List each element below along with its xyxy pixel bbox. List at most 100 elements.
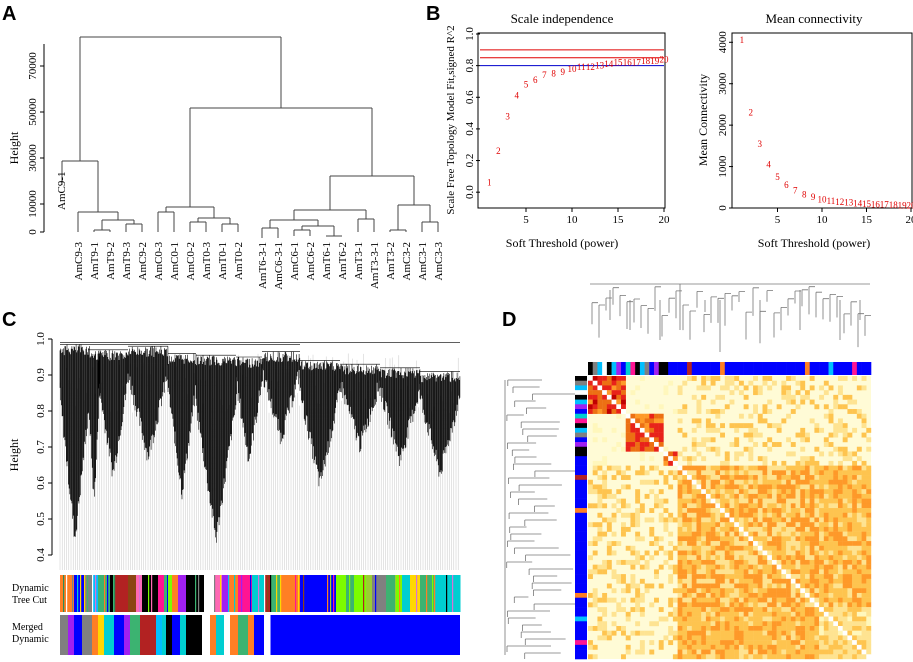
tom-cell [691, 592, 697, 598]
tom-cell [786, 479, 792, 485]
tom-cell [715, 649, 721, 655]
module-color-left [575, 390, 587, 396]
tom-cell [611, 621, 617, 627]
tom-cell [625, 427, 631, 433]
tom-cell [753, 602, 758, 608]
tom-cell [823, 512, 829, 518]
tom-cell [654, 418, 659, 424]
tom-cell [819, 427, 825, 433]
module-color-top [625, 362, 631, 375]
tom-cell [790, 451, 796, 457]
tom-cell [687, 607, 692, 613]
tom-cell [734, 625, 740, 631]
tom-cell [861, 498, 867, 504]
tom-cell [842, 512, 848, 518]
tom-cell [856, 522, 862, 528]
tom-cell [635, 531, 641, 537]
tom-cell [861, 578, 867, 584]
merged-dynamic-segment [74, 615, 83, 655]
tom-cell [753, 649, 758, 655]
tom-cell [743, 644, 749, 650]
tom-cell [842, 578, 848, 584]
y-tick-label: 3000 [717, 72, 729, 95]
power-point: 11 [827, 196, 836, 206]
tom-cell [800, 394, 806, 400]
tom-cell [804, 597, 810, 603]
tom-cell [743, 423, 749, 429]
tom-cell [842, 489, 848, 495]
tom-cell [682, 404, 688, 410]
tom-cell [786, 621, 792, 627]
a-leaf-label: AmC6-2 [305, 242, 317, 281]
tom-cell [837, 493, 843, 499]
tom-cell [767, 597, 773, 603]
tom-cell [649, 640, 655, 646]
tom-cell [861, 385, 867, 391]
tom-cell [720, 550, 725, 556]
tom-cell [757, 640, 763, 646]
merged-dynamic-segment [60, 615, 69, 655]
tom-cell [687, 465, 692, 471]
tom-cell [602, 484, 608, 490]
tom-cell [823, 479, 829, 485]
tom-cell [757, 456, 763, 462]
tom-cell [823, 545, 829, 551]
tom-cell [724, 559, 730, 565]
tom-cell [762, 460, 768, 466]
tom-cell [616, 376, 622, 381]
tom-cell [861, 607, 867, 613]
dynamic-tree-cut-stripe [250, 575, 252, 612]
tom-cell [729, 493, 735, 499]
tom-cell [672, 588, 678, 594]
tom-cell [748, 630, 754, 636]
tom-cell [771, 597, 777, 603]
tom-cell [767, 602, 773, 608]
dynamic-tree-cut-segment [128, 575, 137, 612]
tom-cell [828, 503, 834, 509]
tom-cell [677, 545, 683, 551]
tom-cell [724, 621, 730, 627]
tom-cell [762, 597, 768, 603]
power-point: 3 [505, 111, 510, 121]
tom-cell [847, 654, 853, 660]
tom-cell [819, 559, 825, 565]
tom-cell [795, 602, 801, 608]
tom-cell [682, 555, 688, 561]
tom-cell [701, 376, 707, 381]
tom-cell [597, 380, 603, 386]
tom-cell [639, 555, 645, 561]
tom-cell [715, 545, 721, 551]
tom-cell [677, 644, 683, 650]
tom-cell [738, 413, 744, 419]
merged-dynamic-segment [166, 615, 173, 655]
tom-cell [842, 517, 848, 523]
tom-cell [720, 545, 725, 551]
tom-cell [790, 611, 796, 617]
tom-cell [767, 611, 773, 617]
tom-cell [616, 470, 622, 476]
tom-cell [823, 555, 829, 561]
tom-cell [639, 607, 645, 613]
tom-cell [663, 635, 669, 641]
tom-cell [720, 578, 725, 584]
tom-cell [837, 460, 843, 466]
merged-dynamic-segment [98, 615, 105, 655]
tom-cell [705, 484, 711, 490]
tom-cell [724, 583, 730, 589]
tom-cell [682, 498, 688, 504]
tom-cell [800, 649, 806, 655]
tom-cell [621, 512, 626, 518]
tom-cell [762, 630, 768, 636]
tom-cell [814, 621, 820, 627]
power-point: 1 [740, 35, 745, 45]
tom-cell [748, 654, 754, 660]
a-leaf-label: AmT0-2 [233, 242, 245, 280]
dynamic-tree-cut-stripe [270, 575, 272, 612]
dynamic-tree-cut-segment [372, 575, 387, 612]
tom-cell [819, 644, 825, 650]
tom-cell [705, 550, 711, 556]
power-point: 10 [568, 64, 578, 74]
tom-cell [724, 640, 730, 646]
tom-cell [757, 625, 763, 631]
tom-cell [842, 456, 848, 462]
